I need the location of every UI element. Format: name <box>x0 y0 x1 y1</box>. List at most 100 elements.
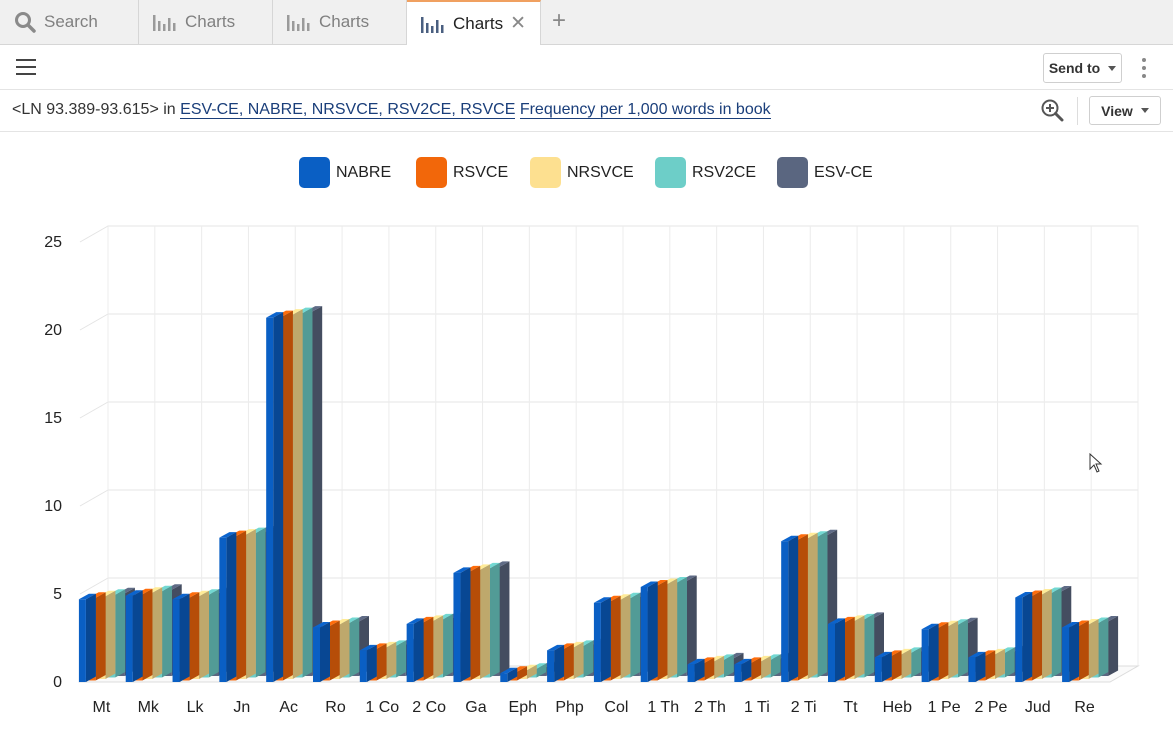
tab-bar: Search Charts Charts Charts ✕ + <box>0 0 1173 45</box>
bar-side <box>413 618 424 682</box>
bar-nabre-ga <box>453 572 461 682</box>
bar-top <box>547 644 565 651</box>
view-button[interactable]: View <box>1089 96 1161 125</box>
measure-link[interactable]: Frequency per 1,000 words in book <box>519 101 771 119</box>
x-tick-label: Tt <box>843 699 858 716</box>
bar-side <box>714 655 725 679</box>
bar-side <box>864 613 875 678</box>
zoom-in-icon[interactable] <box>1040 98 1064 127</box>
bar-side <box>1051 587 1062 678</box>
legend-item-rsvce[interactable]: RSVCE <box>416 157 508 188</box>
send-to-label: Send to <box>1048 60 1101 76</box>
menu-icon[interactable] <box>16 59 36 75</box>
bar-side <box>312 306 323 676</box>
legend-swatch <box>530 157 561 188</box>
bar-side <box>741 658 752 682</box>
legend-item-nabre[interactable]: NABRE <box>299 157 391 188</box>
tab-charts-1[interactable]: Charts <box>139 0 273 44</box>
legend-item-esv-ce[interactable]: ESV-CE <box>777 157 873 188</box>
tab-charts-2[interactable]: Charts <box>273 0 407 44</box>
bar-top <box>593 597 611 603</box>
bar-side <box>676 576 687 678</box>
bar-top <box>734 658 752 665</box>
gridline <box>79 225 109 243</box>
bar-nabre-1th <box>640 586 648 682</box>
bar-side <box>844 616 855 681</box>
bar-side <box>396 640 407 678</box>
bar-side <box>957 619 968 678</box>
bar-side <box>433 615 444 679</box>
bar-side <box>282 310 293 681</box>
bar-side <box>1098 617 1109 678</box>
bar-side <box>536 663 547 678</box>
legend-item-nrsvce[interactable]: NRSVCE <box>530 157 634 188</box>
versions-link[interactable]: ESV-CE, NABRE, NRSVCE, RSV2CE, RSVCE <box>180 101 516 119</box>
bar-side <box>376 643 387 681</box>
bar-side <box>881 651 892 682</box>
send-to-button[interactable]: Send to <box>1043 53 1122 83</box>
bar-top <box>453 567 471 573</box>
bar-side <box>115 589 126 678</box>
legend-label: RSVCE <box>453 163 509 181</box>
bar-nabre-mk <box>125 595 133 682</box>
bar-side <box>694 658 705 682</box>
bar-top <box>921 623 939 630</box>
bar-side <box>797 534 808 681</box>
bar-side <box>657 579 668 681</box>
y-tick-label: 25 <box>44 234 62 251</box>
bar-side <box>563 643 574 681</box>
y-tick-label: 5 <box>53 586 62 603</box>
bar-side <box>489 562 500 678</box>
bar-nabre-1co <box>359 650 367 682</box>
bar-side <box>610 595 621 681</box>
chevron-down-icon <box>1140 108 1149 113</box>
bar-side <box>630 592 641 678</box>
bar-side <box>647 581 658 682</box>
close-icon[interactable]: ✕ <box>510 13 526 34</box>
bar-nabre-heb <box>874 657 882 682</box>
legend-label: RSV2CE <box>692 163 757 181</box>
x-tick-label: 1 Co <box>365 699 399 716</box>
bar-top <box>687 658 705 665</box>
bar-chart[interactable]: 0 5 10 15 20 25 Mt Mk Lk Jn Ac Ro 1 Co 2 Co Ga Eph Php Co… <box>0 200 1173 730</box>
x-tick-label: 2 Co <box>412 699 446 716</box>
tab-search[interactable]: Search <box>0 0 139 44</box>
bar-side <box>854 615 865 679</box>
x-tick-label: Mk <box>138 699 160 716</box>
gridline <box>79 489 109 507</box>
bar-nabre-jn <box>219 537 227 682</box>
y-tick-label: 0 <box>53 674 62 691</box>
bar-nabre-1pe <box>921 629 929 682</box>
bar-nabre-jud <box>1015 597 1023 682</box>
bar-side <box>686 575 697 676</box>
bar-side <box>975 651 986 682</box>
bar-top <box>359 644 377 651</box>
bar-side <box>751 657 762 681</box>
bar-nabre-lk <box>172 599 180 682</box>
new-tab-button[interactable]: + <box>552 7 567 34</box>
bar-nabre-2th <box>687 664 695 682</box>
tab-label: Charts <box>319 12 370 31</box>
tab-charts-active[interactable]: Charts ✕ <box>407 0 541 45</box>
x-tick-label: Ga <box>465 699 486 716</box>
y-tick-label: 20 <box>44 322 62 339</box>
divider <box>1077 97 1078 125</box>
bar-side <box>1088 618 1099 679</box>
bar-side <box>1022 592 1033 682</box>
x-tick-label: 2 Pe <box>974 699 1007 716</box>
legend-label: NRSVCE <box>567 163 634 181</box>
query-bar: <LN 93.389-93.615> in ESV-CE, NABRE, NRS… <box>0 90 1173 132</box>
bar-side <box>1108 615 1119 676</box>
x-tick-label: Jn <box>233 699 250 716</box>
bar-nabre-col <box>593 602 601 682</box>
bar-side <box>835 618 845 682</box>
view-label: View <box>1101 102 1133 119</box>
bar-side <box>226 532 237 682</box>
legend-item-rsv2ce[interactable]: RSV2CE <box>655 157 756 188</box>
x-tick-label: 2 Th <box>694 699 726 716</box>
bar-top <box>968 651 986 658</box>
bar-side <box>339 618 350 679</box>
query-text: <LN 93.389-93.615> in ESV-CE, NABRE, NRS… <box>12 101 771 119</box>
bar-side <box>583 640 594 678</box>
more-options-icon[interactable] <box>1142 58 1148 82</box>
